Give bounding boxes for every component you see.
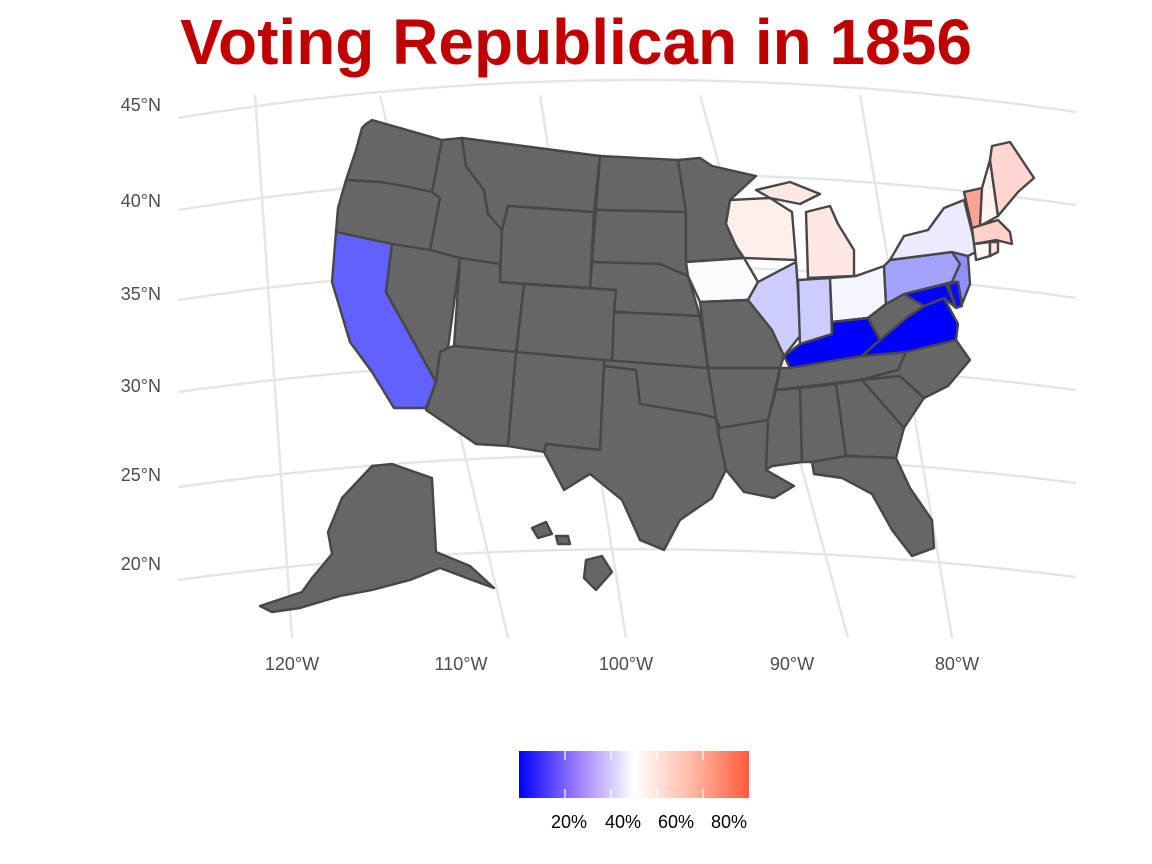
legend: 20% 40% 60% 80% — [519, 751, 749, 832]
lon-label: 110°W — [435, 654, 488, 674]
state-indiana — [796, 276, 834, 346]
state-arizona — [424, 344, 518, 448]
lat-label: 25°N — [121, 465, 161, 485]
state-maine — [988, 140, 1036, 218]
state-new-york — [888, 198, 978, 262]
lat-label: 35°N — [121, 284, 161, 304]
state-connecticut — [972, 240, 992, 262]
state-texas — [542, 364, 728, 552]
lat-axis: 45°N 40°N 35°N 30°N 25°N 20°N — [121, 95, 161, 574]
state-georgia — [834, 378, 906, 460]
lat-label: 40°N — [121, 191, 161, 211]
state-north-dakota — [594, 154, 688, 214]
state-wyoming — [498, 204, 596, 290]
gridline-lon-120 — [253, 94, 294, 639]
legend-tick-label: 80% — [711, 812, 747, 832]
lon-label: 100°W — [599, 654, 653, 674]
legend-tick-label: 60% — [658, 812, 694, 832]
state-wisconsin — [724, 196, 798, 262]
state-colorado — [514, 282, 618, 364]
state-alaska — [258, 462, 496, 614]
lat-label: 45°N — [121, 95, 161, 115]
legend-tick-label: 20% — [551, 812, 587, 832]
lon-axis: 120°W 110°W 100°W 90°W 80°W — [265, 654, 979, 674]
state-florida — [810, 454, 936, 558]
state-north-carolina — [858, 338, 972, 400]
state-new-mexico — [506, 350, 606, 454]
state-illinois — [746, 260, 802, 358]
lon-label: 90°W — [770, 654, 814, 674]
gridline-lat-20 — [177, 548, 1077, 582]
state-michigan — [754, 180, 856, 280]
lon-label: 120°W — [265, 654, 319, 674]
chart-title: Voting Republican in 1856 — [180, 6, 972, 78]
state-iowa — [684, 256, 760, 304]
legend-tick-label: 40% — [605, 812, 641, 832]
gridline-lat-45 — [177, 78, 1077, 120]
state-new-jersey — [950, 250, 972, 306]
lat-label: 20°N — [121, 554, 161, 574]
legend-colorbar — [519, 751, 749, 798]
state-hawaii — [530, 520, 614, 592]
state-kansas — [610, 310, 710, 370]
lat-label: 30°N — [121, 376, 161, 396]
legend-ticks — [564, 751, 704, 798]
lon-label: 80°W — [935, 654, 979, 674]
state-rhode-island — [988, 240, 1000, 258]
states-layer — [258, 118, 1036, 614]
